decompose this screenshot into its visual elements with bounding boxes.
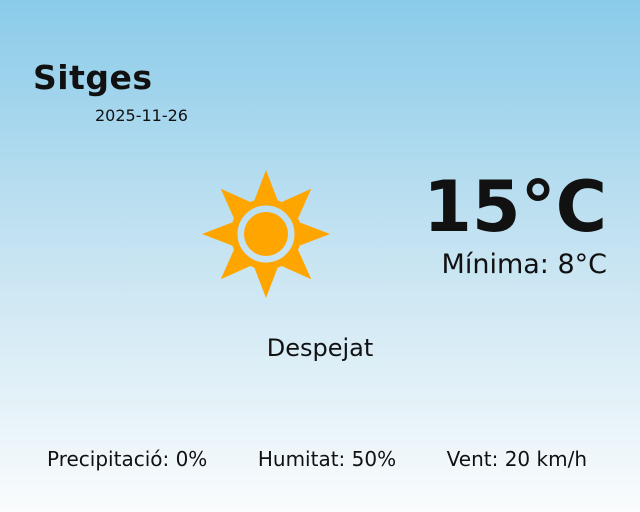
metrics-row: Precipitació: 0% Humitat: 50% Vent: 20 k… [0,447,640,471]
forecast-date: 2025-11-26 [95,106,188,125]
weather-condition: Despejat [266,334,374,362]
precipitation-value: Precipitació: 0% [47,447,208,471]
wind-value: Vent: 20 km/h [446,447,587,471]
sun-icon [200,168,332,300]
humidity-value: Humitat: 50% [257,447,397,471]
city-name: Sitges [33,58,153,97]
temperature-block: 15°C Mínima: 8°C [423,172,607,280]
minimum-temperature: Mínima: 8°C [441,249,607,280]
current-temperature: 15°C [423,166,607,248]
